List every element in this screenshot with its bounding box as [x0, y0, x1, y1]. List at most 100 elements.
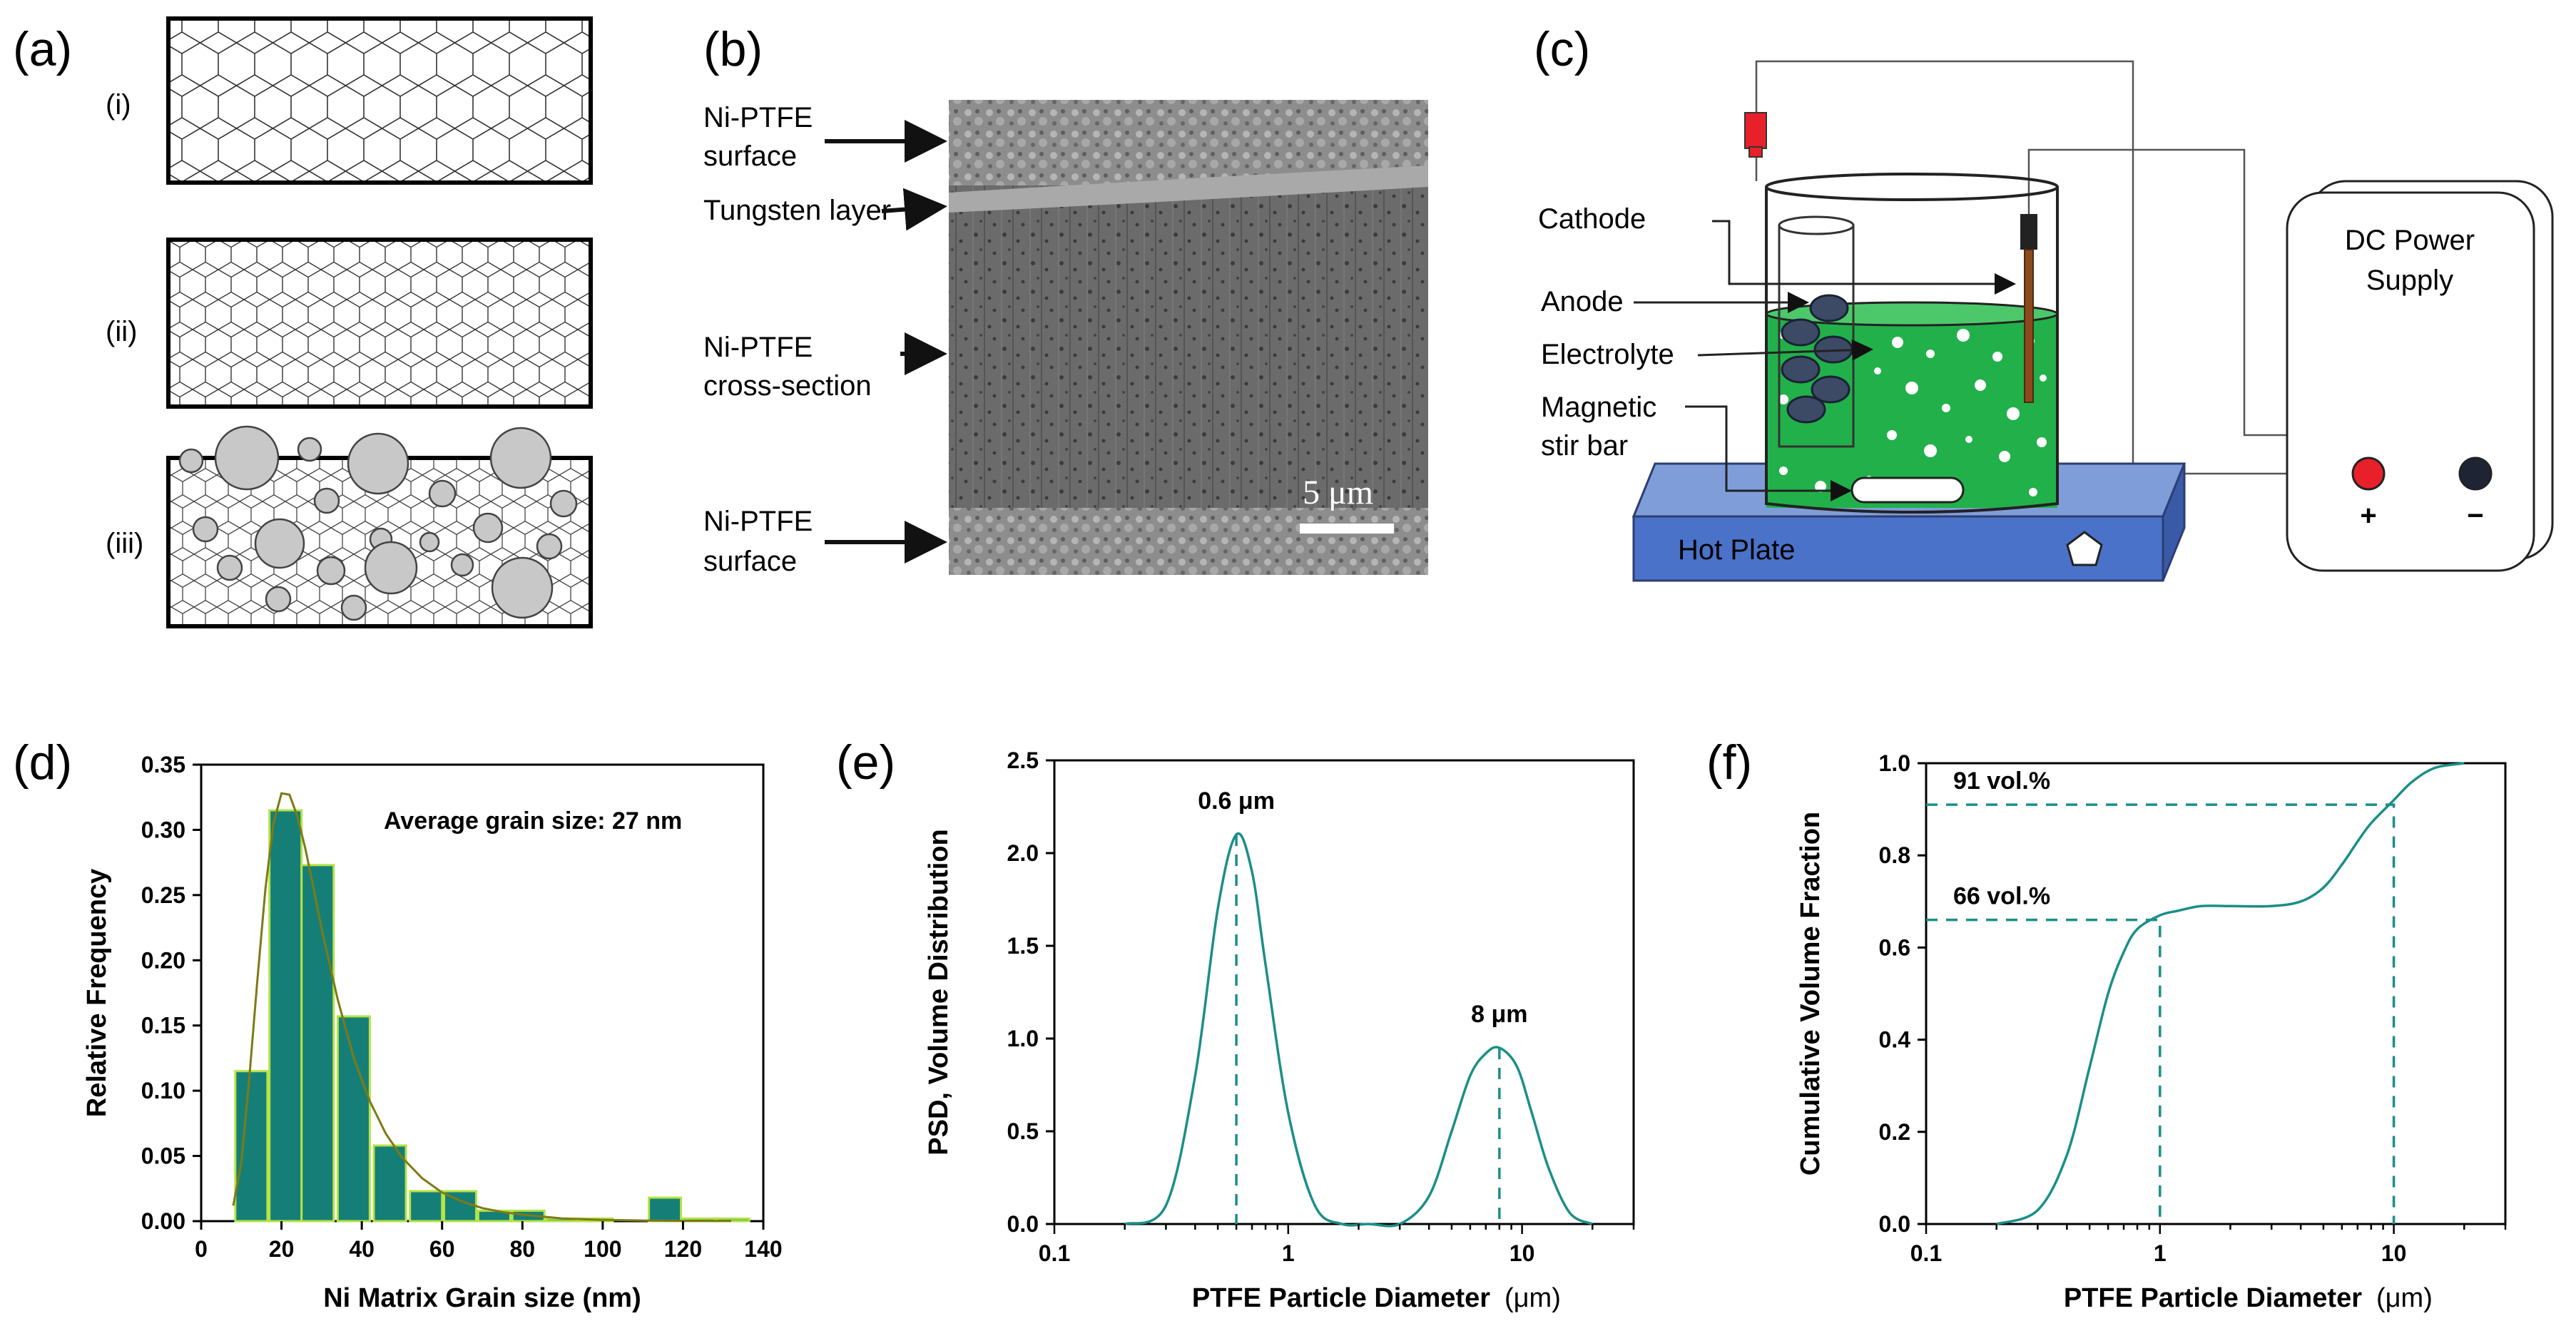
y-tick-label: 0.35: [141, 752, 185, 777]
reference-label: 91 vol.%: [1953, 768, 2050, 795]
label-cross-section-1: Ni-PTFE: [703, 332, 813, 363]
peak-label: 8 μm: [1471, 1001, 1527, 1028]
histogram-bar: [648, 1196, 683, 1223]
microstructure-fine: [166, 238, 593, 409]
panel-a-label: (a): [13, 22, 72, 76]
reference-label: 66 vol.%: [1953, 883, 2050, 910]
x-tick-label: 80: [509, 1236, 535, 1262]
label-cross-section-2: cross-section: [703, 370, 872, 402]
x-axis-unit: (μm): [1505, 1283, 1561, 1313]
histogram-bar: [372, 1144, 407, 1223]
panel-c: (c) Hot Plate: [1534, 22, 2554, 582]
x-tick-label: 100: [584, 1236, 621, 1262]
panel-b-label: (b): [703, 22, 763, 76]
chart-f-frame: [1925, 762, 2507, 1225]
sublabel-ii: (ii): [106, 316, 137, 347]
anode-pellets: [1781, 294, 1853, 424]
label-surface-top-1: Ni-PTFE: [703, 102, 813, 133]
panel-b: (b) 5 μm Ni-PTFE surface Tungsten layer …: [703, 22, 1428, 577]
chart-e-frame: [1053, 759, 1635, 1225]
cathode-rod: [2024, 249, 2034, 403]
y-tick-label: 2.0: [1007, 840, 1039, 866]
ptfe-particles: [178, 425, 578, 621]
y-tick-label: 0.4: [1879, 1027, 1911, 1053]
c-leaders: [1634, 220, 2016, 501]
negative-terminal: [2458, 457, 2493, 491]
x-tick-label: 20: [269, 1236, 295, 1262]
scale-bar: [1300, 524, 1394, 534]
peak-label: 0.6 μm: [1198, 787, 1275, 815]
y-axis-title: Cumulative Volume Fraction: [1796, 812, 1826, 1176]
label-tungsten-layer: Tungsten layer: [703, 195, 891, 226]
x-tick-label: 1: [2154, 1240, 2167, 1266]
electrolyte-label: Electrolyte: [1541, 339, 1674, 370]
thermometer-probe: [1744, 112, 1767, 149]
stir-bar: [1850, 476, 1965, 504]
histogram-bar: [300, 864, 335, 1223]
microstructure-coarse: [166, 16, 593, 185]
y-tick-label: 0.5: [1007, 1118, 1039, 1144]
sem-bottom-surface: [949, 508, 1428, 575]
hot-plate-label: Hot Plate: [1678, 534, 1796, 566]
label-surface-bottom-2: surface: [703, 546, 797, 577]
beaker: [1765, 187, 2059, 514]
panel-c-label: (c): [1534, 22, 1590, 76]
cathode-label: Cathode: [1538, 203, 1646, 235]
b-arrows: [825, 120, 947, 563]
panel-f-label: (f): [1706, 735, 1752, 790]
y-tick-label: 1.0: [1879, 750, 1910, 776]
histogram-bar: [716, 1217, 750, 1223]
x-tick-label: 0.1: [1039, 1240, 1070, 1266]
x-axis-title: Ni Matrix Grain size (nm): [323, 1283, 641, 1313]
x-tick-label: 140: [744, 1236, 782, 1262]
cathode-clip: [2020, 214, 2037, 250]
x-axis-unit: (μm): [2376, 1283, 2433, 1313]
y-tick-label: 0.20: [141, 947, 185, 973]
x-tick-label: 10: [1510, 1240, 1535, 1266]
reference-line: [1926, 803, 2396, 1224]
x-tick-label: 1: [1282, 1240, 1295, 1266]
y-axis-title: Relative Frequency: [82, 869, 112, 1117]
cumulative-line: [1996, 762, 2465, 1225]
panel-a: (a) (i) (ii) (iii): [13, 16, 593, 628]
y-tick-label: 0.00: [141, 1208, 185, 1234]
psd-line: [1124, 832, 1594, 1228]
histogram-bar: [409, 1190, 444, 1223]
y-tick-label: 0.15: [141, 1013, 185, 1039]
x-tick-label: 10: [2381, 1240, 2407, 1266]
histogram-bar: [234, 1070, 269, 1223]
average-grain-size: Average grain size: 27 nm: [384, 807, 682, 835]
y-tick-label: 0.10: [141, 1078, 185, 1103]
y-axis-title: PSD, Volume Distribution: [924, 829, 954, 1155]
power-supply-label-2: Supply: [2366, 265, 2453, 296]
label-surface-bottom-1: Ni-PTFE: [703, 506, 813, 537]
fit-curve: [232, 792, 732, 1223]
y-tick-label: 0.2: [1879, 1119, 1910, 1145]
reference-line: [1926, 918, 2162, 1224]
x-tick-label: 40: [349, 1236, 375, 1262]
sublabel-i: (i): [106, 89, 131, 121]
histogram-bar: [268, 809, 303, 1223]
chart-f: 66 vol.% 91 vol.% 0.1 1 10 0.0 0.2 0.4 0.6 0.8 1.…: [1796, 750, 2507, 1313]
x-tick-label: 0.1: [1910, 1240, 1942, 1266]
y-tick-label: 1.5: [1007, 933, 1039, 959]
chart-e: 0.6 μm 8 μm 0.1 1 10 0.0 0.5 1.0 1.5 2.0 2.5 PTFE…: [924, 748, 1635, 1313]
y-tick-label: 0.25: [141, 882, 185, 908]
sem-tungsten-layer: [949, 165, 1428, 213]
positive-terminal: [2351, 457, 2386, 491]
y-tick-label: 0.30: [141, 817, 185, 842]
minus-sign: −: [2467, 500, 2483, 531]
y-tick-label: 2.5: [1007, 748, 1039, 773]
y-tick-label: 0.05: [141, 1143, 185, 1169]
scale-bar-label: 5 μm: [1303, 474, 1373, 511]
y-tick-label: 0.8: [1879, 842, 1910, 868]
y-tick-label: 0.0: [1007, 1211, 1039, 1237]
x-tick-label: 120: [664, 1236, 702, 1262]
stir-label-1: Magnetic: [1541, 392, 1656, 423]
hot-plate-knob-icon: [2066, 531, 2103, 566]
chart-d: 0 20 40 60 80 100 120 140 0.00 0.05 0.10 0.15 0.20 0.…: [82, 752, 783, 1313]
x-axis-title: PTFE Particle Diameter: [2064, 1283, 2362, 1313]
power-supply-label-1: DC Power: [2345, 225, 2475, 256]
y-tick-label: 1.0: [1007, 1026, 1039, 1051]
